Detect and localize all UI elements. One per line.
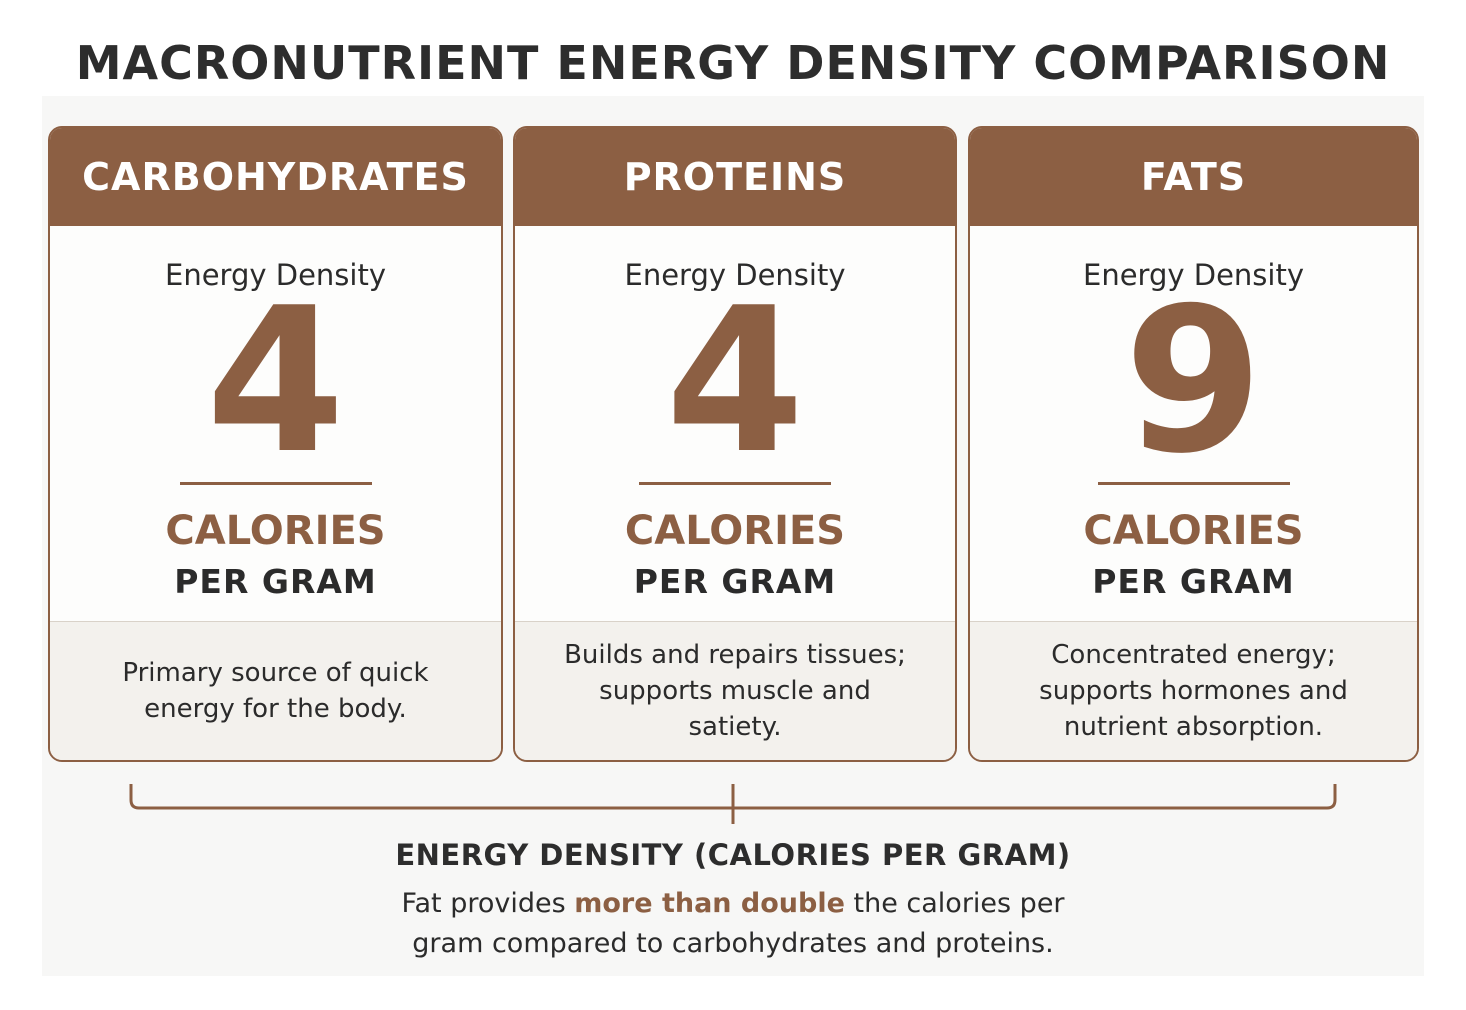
card-description: Builds and repairs tissues; supports mus… [515, 621, 955, 760]
divider [639, 482, 831, 485]
summary-highlight: more than double [574, 888, 845, 919]
main-title: MACRONUTRIENT ENERGY DENSITY COMPARISON [75, 36, 1391, 90]
card-body: Energy Density 9 CALORIES PER GRAM [970, 226, 1417, 621]
card-body: Energy Density 4 CALORIES PER GRAM [515, 226, 955, 621]
unit-calories: CALORIES [165, 508, 386, 554]
card-fats: FATS Energy Density 9 CALORIES PER GRAM … [968, 126, 1419, 762]
unit-calories: CALORIES [624, 508, 846, 554]
unit-calories: CALORIES [1083, 508, 1304, 554]
card-description: Concentrated energy; supports hormones a… [970, 621, 1417, 760]
density-label: Energy Density [1083, 258, 1304, 292]
density-value: 4 [205, 265, 346, 498]
summary-heading: ENERGY DENSITY (CALORIES PER GRAM) [395, 838, 1071, 872]
unit-per-gram: PER GRAM [1092, 562, 1295, 601]
card-body: Energy Density 4 CALORIES PER GRAM [50, 226, 501, 621]
divider [179, 482, 372, 485]
summary-text-before: Fat provides [401, 888, 575, 919]
unit-per-gram: PER GRAM [633, 562, 837, 601]
card-header: PROTEINS [515, 128, 955, 226]
card-header: FATS [970, 128, 1417, 226]
density-value: 9 [1123, 265, 1264, 498]
summary-text-after: the calories per gram compared to carboh… [412, 888, 1065, 959]
divider [1097, 482, 1290, 485]
density-value: 4 [665, 265, 805, 498]
card-proteins: PROTEINS Energy Density 4 CALORIES PER G… [513, 126, 957, 762]
summary-text: Fat provides more than double the calori… [383, 884, 1083, 964]
card-header: CARBOHYDRATES [50, 128, 501, 226]
density-label: Energy Density [165, 258, 386, 292]
unit-per-gram: PER GRAM [174, 562, 377, 601]
card-carbohydrates: CARBOHYDRATES Energy Density 4 CALORIES … [48, 126, 503, 762]
density-label: Energy Density [624, 258, 846, 292]
card-description: Primary source of quick energy for the b… [50, 621, 501, 760]
